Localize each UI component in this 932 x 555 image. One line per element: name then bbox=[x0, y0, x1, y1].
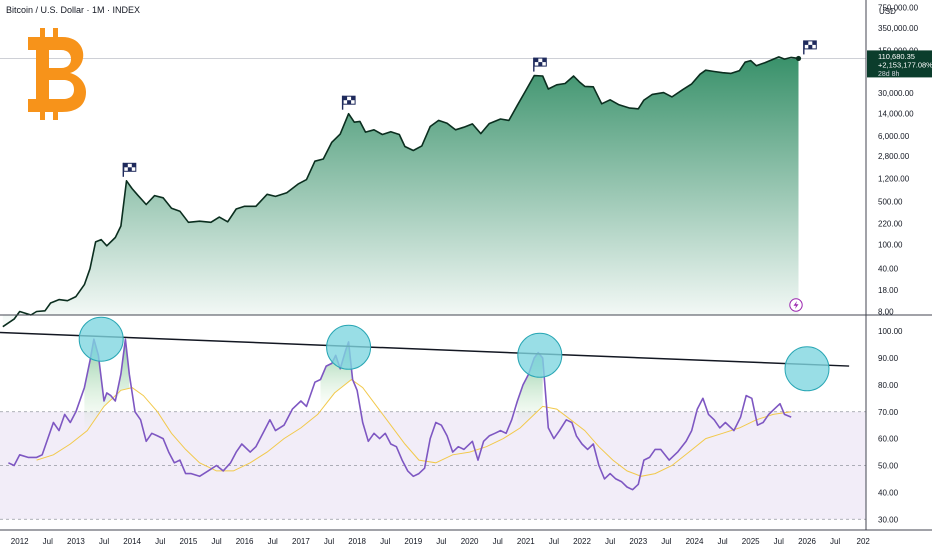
time-axis-tick: 2020 bbox=[461, 537, 479, 546]
time-axis-tick: Jul bbox=[661, 537, 671, 546]
rsi-axis-tick: 50.00 bbox=[878, 462, 899, 471]
rsi-axis[interactable]: 100.00 90.00 80.00 70.00 60.00 50.00 40.00 30.0… bbox=[878, 327, 903, 524]
time-axis-tick: Jul bbox=[717, 537, 727, 546]
time-axis-tick: Jul bbox=[549, 537, 559, 546]
rsi-overbought-fill bbox=[84, 339, 130, 433]
time-axis-tick: 2026 bbox=[798, 537, 816, 546]
rsi-axis-tick: 90.00 bbox=[878, 354, 899, 363]
time-axis-tick: Jul bbox=[324, 537, 334, 546]
rsi-axis-tick: 40.00 bbox=[878, 488, 899, 497]
time-axis-tick: 2012 bbox=[11, 537, 29, 546]
price-axis-tick: 750,000.00 bbox=[878, 4, 919, 13]
rsi-peak-circle[interactable] bbox=[517, 332, 563, 378]
time-axis-tick: 202 bbox=[857, 537, 871, 546]
rsi-trendline[interactable] bbox=[0, 331, 850, 367]
rsi-axis-tick: 60.00 bbox=[878, 435, 899, 444]
price-axis-tick: 18.00 bbox=[878, 286, 899, 295]
time-axis-tick: 2022 bbox=[573, 537, 591, 546]
rsi-moving-average-line bbox=[36, 378, 792, 477]
time-axis-tick: Jul bbox=[605, 537, 615, 546]
time-axis-tick: 2024 bbox=[686, 537, 704, 546]
lightning-icon[interactable] bbox=[789, 298, 803, 312]
checkered-flag-icon bbox=[533, 57, 547, 72]
rsi-line bbox=[8, 338, 792, 491]
price-axis-tick: 100.00 bbox=[878, 240, 903, 249]
rsi-axis-tick: 70.00 bbox=[878, 408, 899, 417]
time-axis-tick: Jul bbox=[99, 537, 109, 546]
time-axis-tick: 2017 bbox=[292, 537, 310, 546]
checkered-flag-icon bbox=[341, 95, 356, 110]
bitcoin-logo-icon bbox=[28, 28, 86, 120]
price-axis-tick: 350,000.00 bbox=[878, 24, 919, 33]
price-tag: 110,680.35 +2,153,177.08% 28d 8h bbox=[867, 50, 932, 78]
price-axis-tick: 6,000.00 bbox=[878, 132, 910, 141]
time-axis-tick: Jul bbox=[380, 537, 390, 546]
time-axis-tick: Jul bbox=[211, 537, 221, 546]
time-axis-tick: Jul bbox=[43, 537, 53, 546]
price-axis-tick: 500.00 bbox=[878, 198, 903, 207]
time-axis-tick: Jul bbox=[830, 537, 840, 546]
price-tag-price: 110,680.35 bbox=[878, 52, 915, 61]
symbol-title[interactable]: Bitcoin / U.S. Dollar · 1M · INDEX bbox=[6, 5, 141, 15]
price-axis-tick: 14,000.00 bbox=[878, 109, 914, 118]
price-pane bbox=[0, 40, 866, 328]
rsi-axis-tick: 100.00 bbox=[878, 327, 903, 336]
time-axis-tick: Jul bbox=[155, 537, 165, 546]
rsi-peak-circle[interactable] bbox=[326, 324, 372, 370]
time-axis[interactable]: 2012 Jul 2013 Jul 2014 Jul 2015 Jul 2016 Jul 2017 J… bbox=[11, 537, 871, 546]
price-axis-tick: 30,000.00 bbox=[878, 89, 914, 98]
checkered-flag-icon bbox=[122, 162, 137, 177]
time-axis-tick: 2021 bbox=[517, 537, 535, 546]
price-area-fill bbox=[2, 56, 799, 327]
rsi-peak-circle[interactable] bbox=[78, 316, 124, 362]
price-line bbox=[2, 56, 799, 328]
time-axis-tick: 2014 bbox=[123, 537, 141, 546]
rsi-axis-tick: 30.00 bbox=[878, 515, 899, 524]
rsi-pane bbox=[0, 316, 866, 520]
checkered-flag-icon bbox=[803, 40, 817, 55]
time-axis-tick: Jul bbox=[493, 537, 503, 546]
time-axis-tick: 2018 bbox=[348, 537, 366, 546]
time-axis-tick: 2013 bbox=[67, 537, 85, 546]
price-axis-tick: 220.00 bbox=[878, 220, 903, 229]
price-tag-countdown: 28d 8h bbox=[878, 71, 900, 78]
price-axis-tick: 1,200.00 bbox=[878, 175, 910, 184]
time-axis-tick: 2015 bbox=[180, 537, 198, 546]
time-axis-tick: 2025 bbox=[742, 537, 760, 546]
flag-markers bbox=[122, 40, 817, 177]
rsi-peak-circle[interactable] bbox=[784, 346, 830, 392]
time-axis-tick: Jul bbox=[268, 537, 278, 546]
price-axis-tick: 40.00 bbox=[878, 265, 899, 274]
price-axis-tick: 2,800.00 bbox=[878, 152, 910, 161]
rsi-peak-circles[interactable] bbox=[78, 316, 830, 392]
time-axis-tick: Jul bbox=[436, 537, 446, 546]
time-axis-tick: Jul bbox=[774, 537, 784, 546]
price-axis-tick: 8.00 bbox=[878, 308, 894, 317]
current-price-dot bbox=[795, 55, 802, 62]
time-axis-tick: 2023 bbox=[629, 537, 647, 546]
currency-label: USD bbox=[879, 7, 896, 16]
time-axis-tick: 2016 bbox=[236, 537, 254, 546]
time-axis-tick: 2019 bbox=[404, 537, 422, 546]
rsi-axis-tick: 80.00 bbox=[878, 381, 899, 390]
price-tag-change: +2,153,177.08% bbox=[878, 60, 932, 69]
